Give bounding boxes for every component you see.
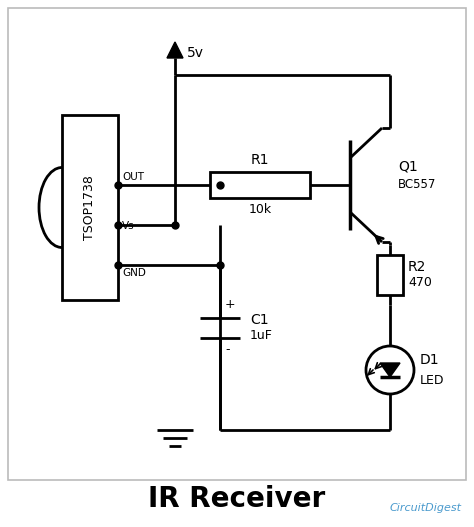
Bar <box>8 8 466 480</box>
Text: 10k: 10k <box>248 203 272 216</box>
Text: OUT: OUT <box>122 172 144 182</box>
Bar <box>210 172 310 198</box>
Text: C1: C1 <box>250 313 269 327</box>
Text: Vs: Vs <box>122 221 135 231</box>
Text: IR Receiver: IR Receiver <box>148 485 326 513</box>
Polygon shape <box>167 42 183 58</box>
Text: +: + <box>225 298 236 311</box>
Text: TSOP1738: TSOP1738 <box>83 175 97 240</box>
Text: R1: R1 <box>251 153 269 167</box>
Text: D1: D1 <box>420 353 439 367</box>
Polygon shape <box>380 363 400 377</box>
Bar <box>62 115 118 300</box>
Text: 5v: 5v <box>187 46 204 60</box>
Text: LED: LED <box>420 374 445 386</box>
Text: -: - <box>225 344 229 356</box>
Text: R2: R2 <box>408 260 427 274</box>
Text: GND: GND <box>122 268 146 278</box>
Text: CircuitDigest: CircuitDigest <box>390 503 462 513</box>
Text: 1uF: 1uF <box>250 329 273 342</box>
Text: BC557: BC557 <box>398 179 437 191</box>
Text: 470: 470 <box>408 277 432 289</box>
Text: Q1: Q1 <box>398 160 418 174</box>
Bar <box>377 255 403 295</box>
